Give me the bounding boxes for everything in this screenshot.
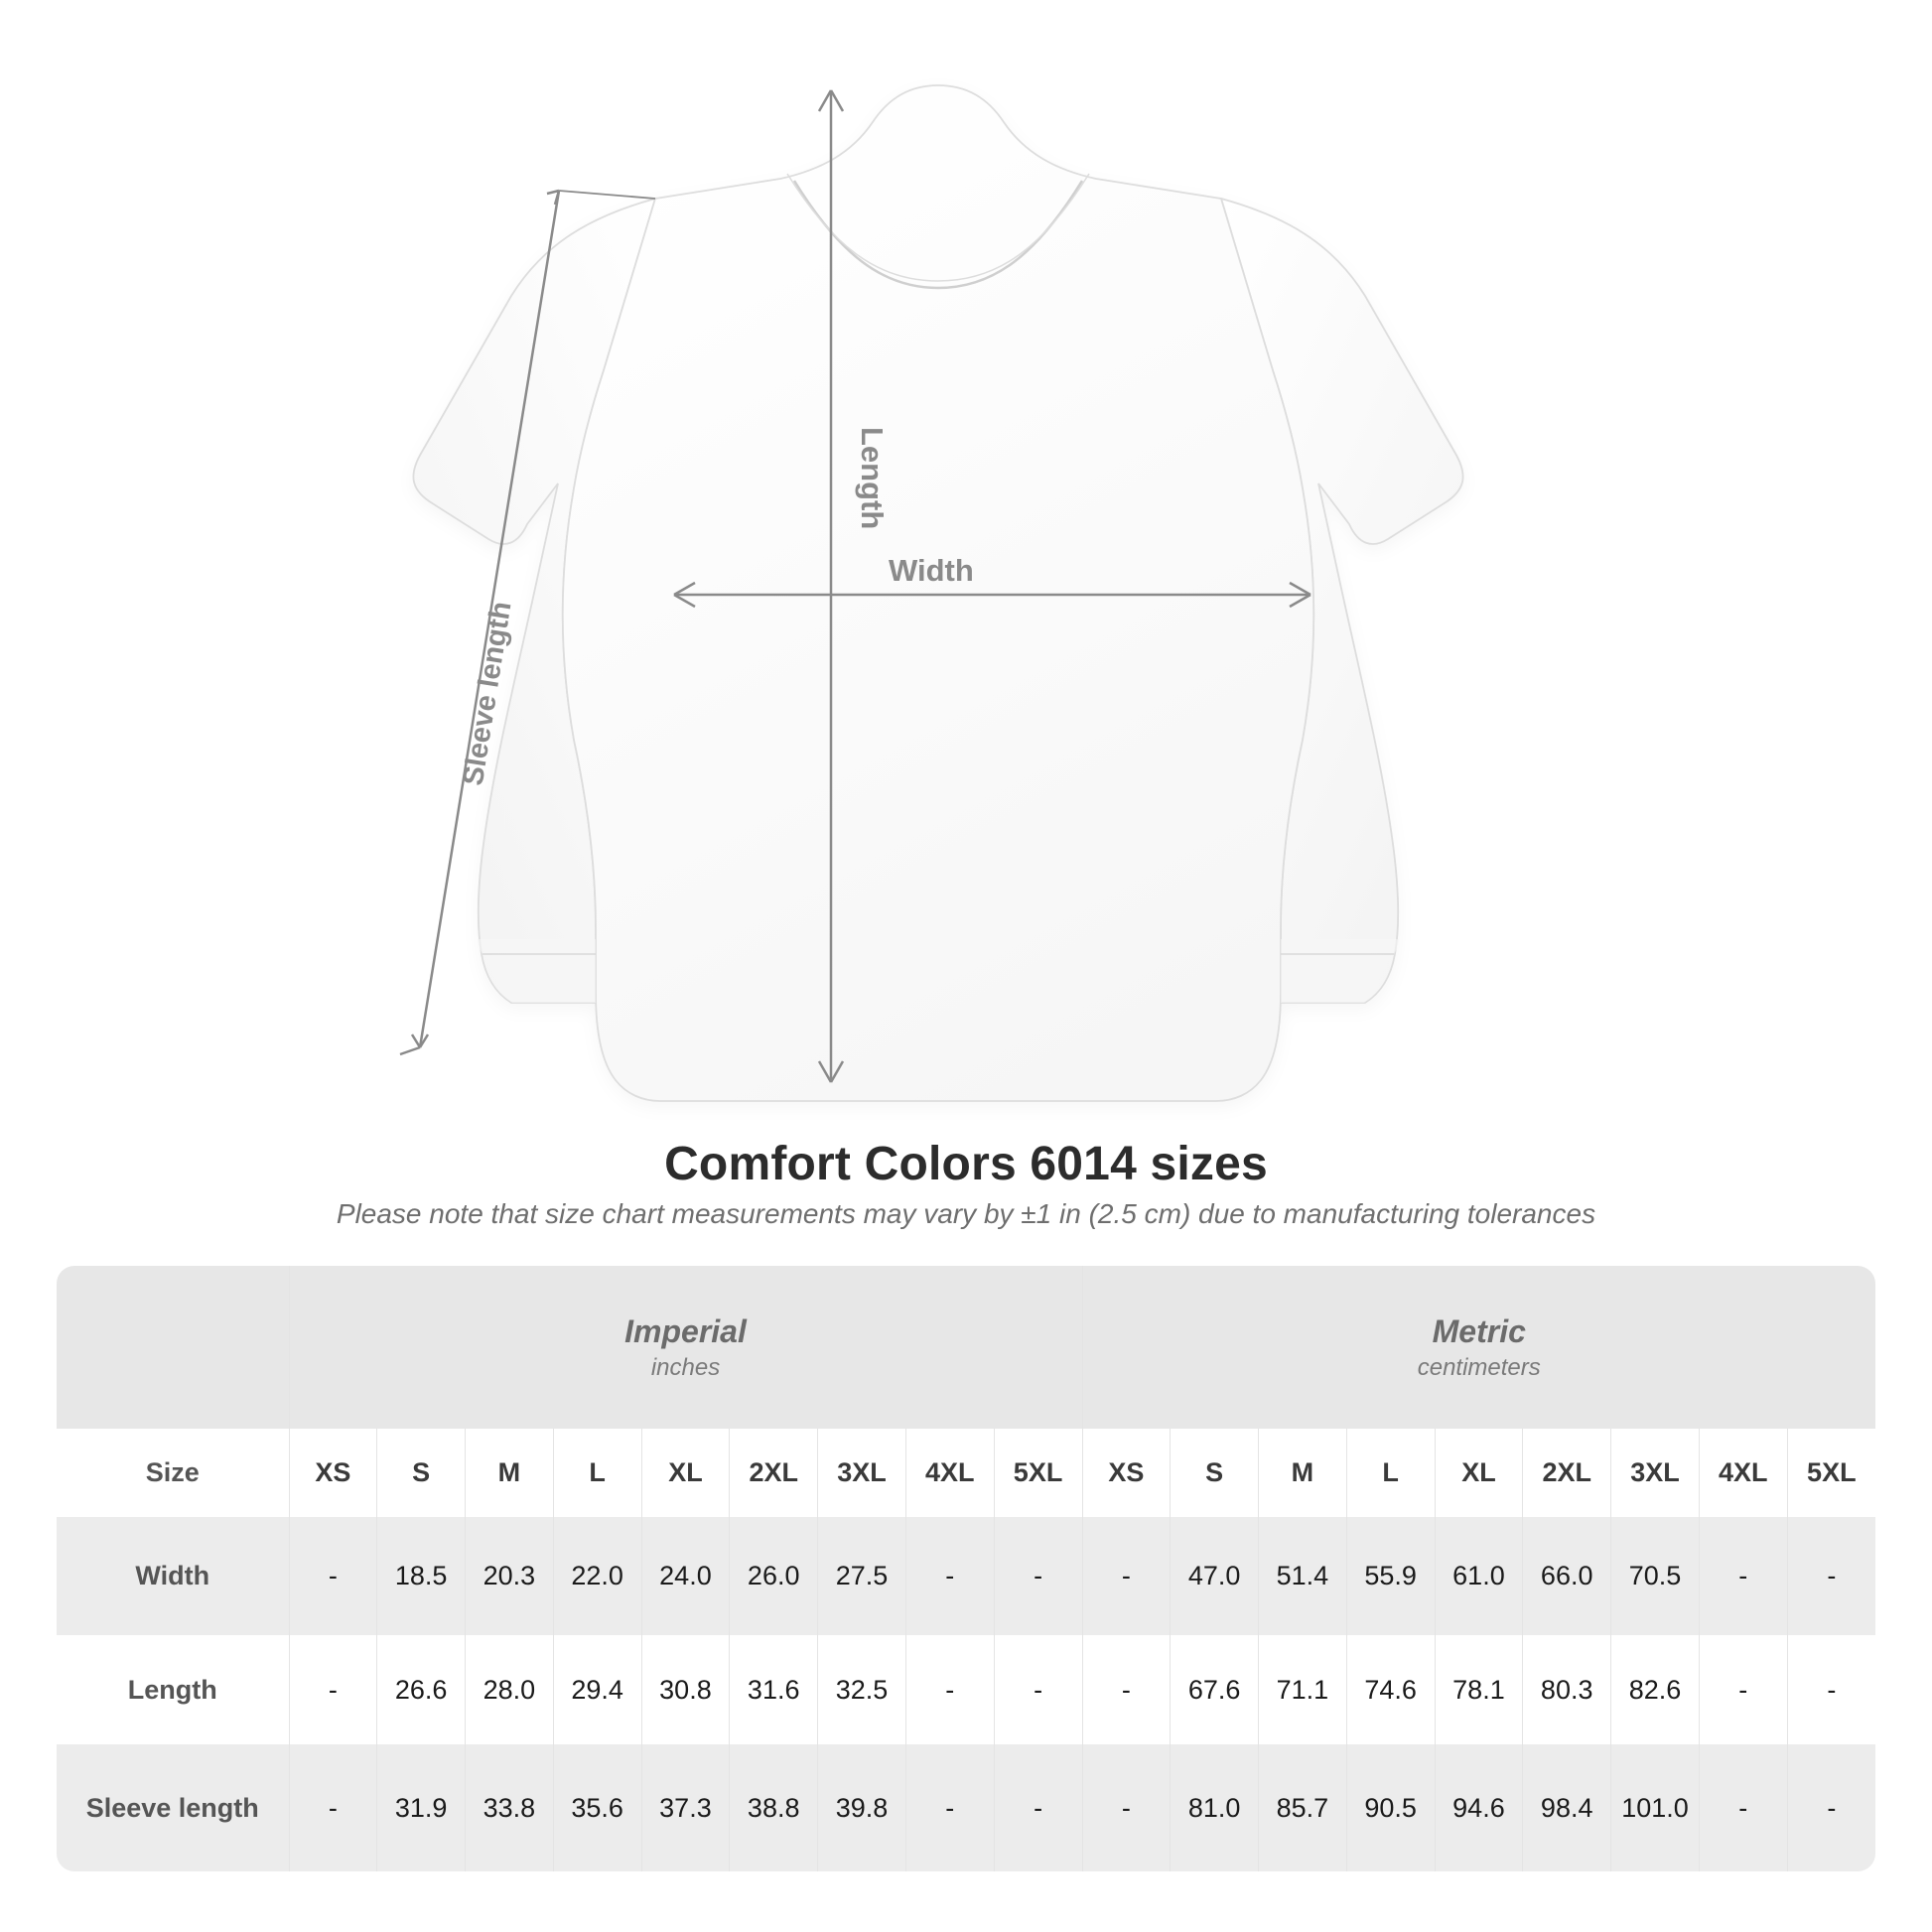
svg-text:Width: Width bbox=[889, 553, 974, 588]
svg-text:Length: Length bbox=[855, 427, 890, 529]
